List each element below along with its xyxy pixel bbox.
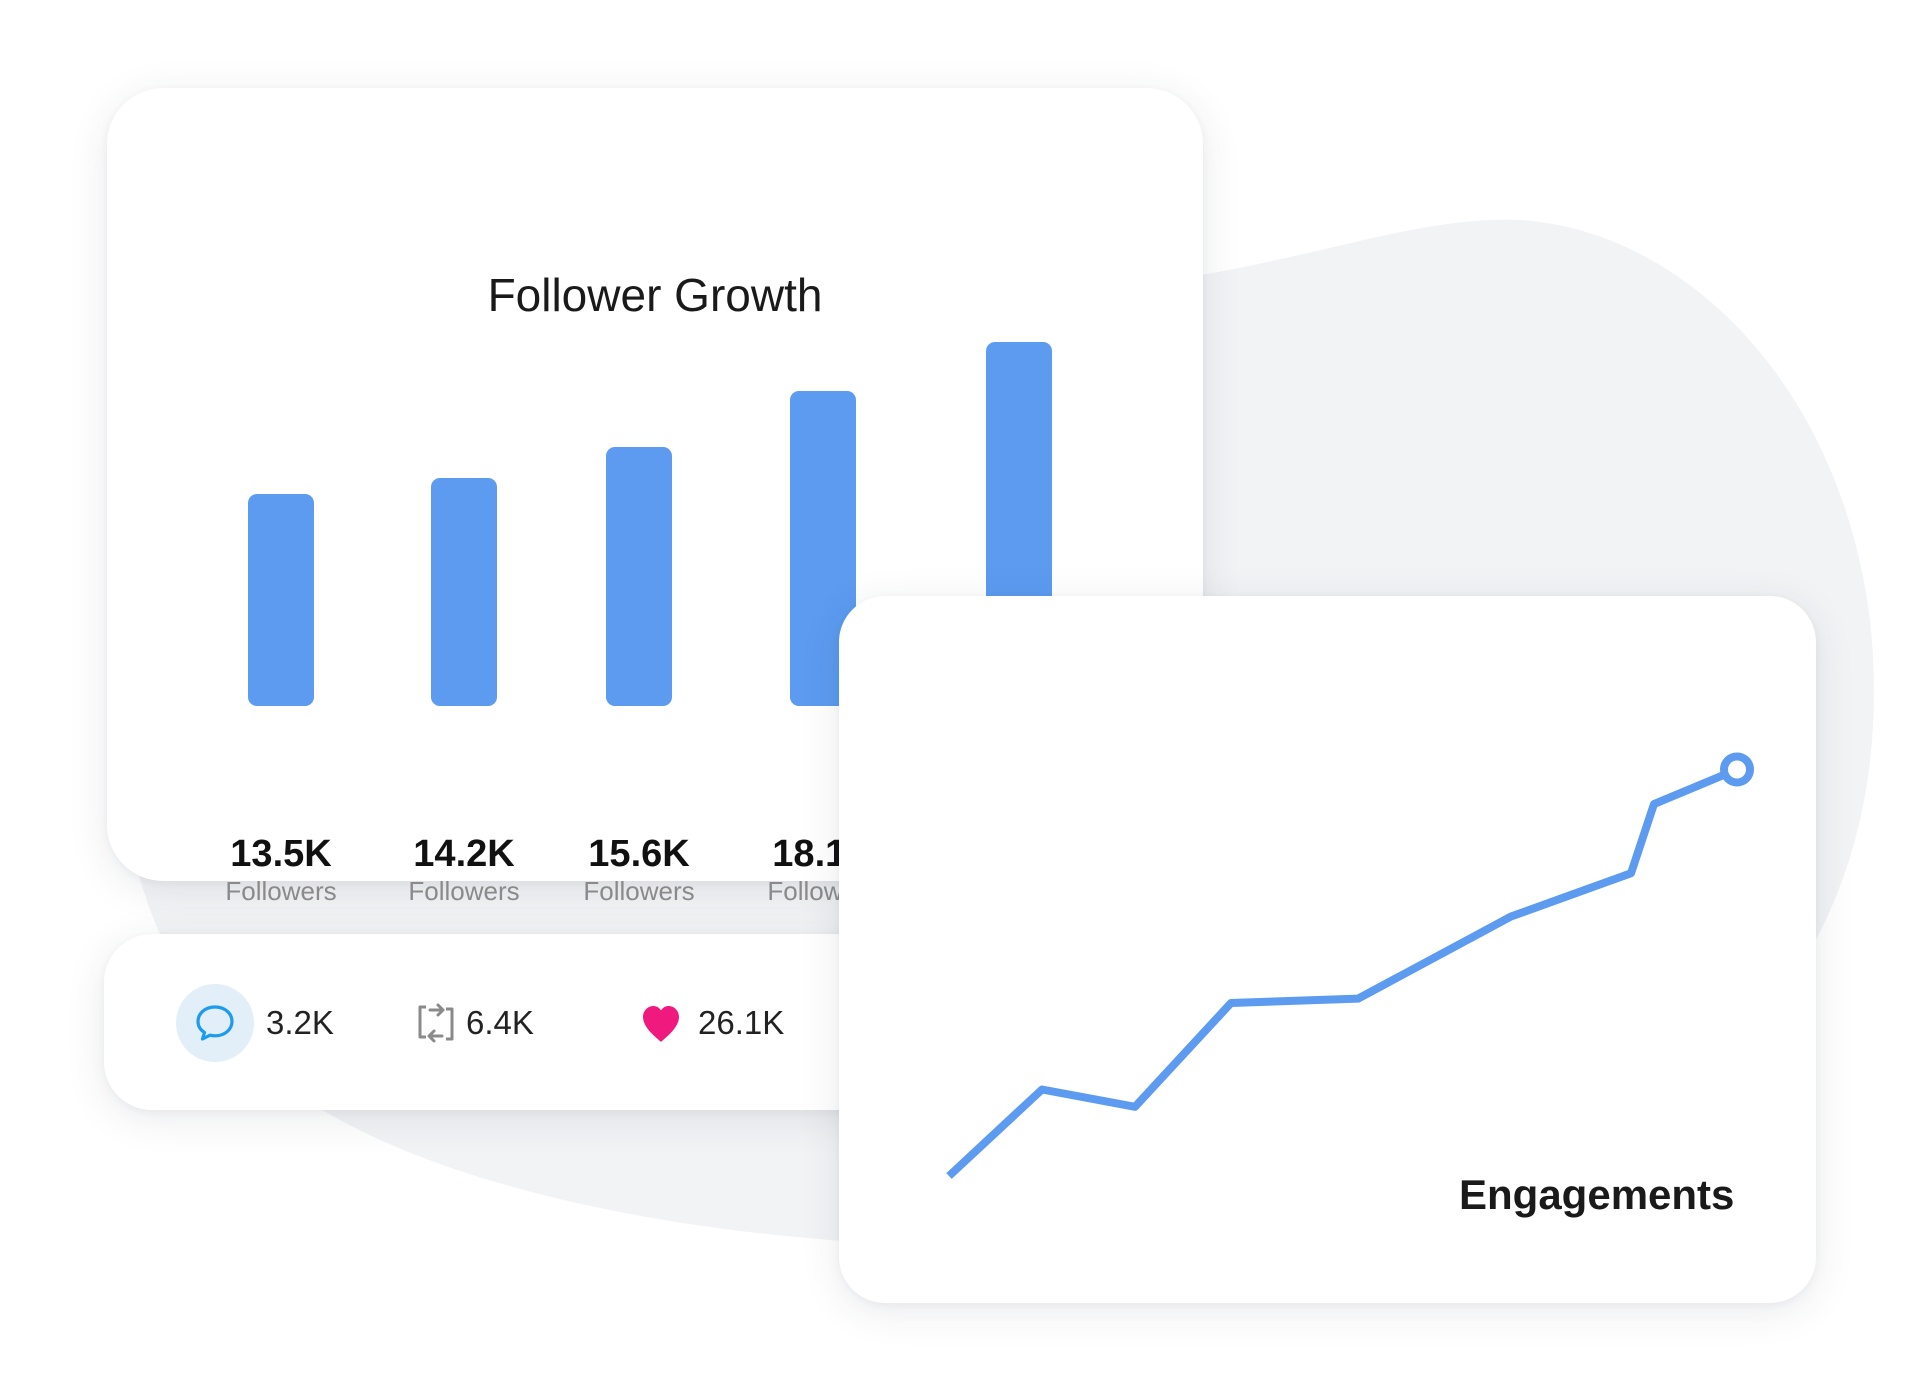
bar-unit-label: Followers — [225, 876, 337, 906]
retweet-icon — [418, 1003, 454, 1043]
engagements-end-marker — [1720, 752, 1754, 787]
bar-value-label: 14.2K — [413, 833, 515, 875]
retweet-count: 6.4K — [466, 1004, 534, 1041]
retweet-button[interactable] — [416, 1002, 456, 1044]
like-button[interactable] — [640, 1004, 682, 1044]
reply-icon — [196, 1005, 234, 1041]
engagements-title: Engagements — [1459, 1171, 1735, 1218]
reply-count: 3.2K — [266, 1004, 334, 1041]
heart-icon — [643, 1006, 679, 1042]
like-count: 26.1K — [698, 1004, 785, 1041]
engagements-card: Engagements — [839, 596, 1816, 1303]
bar-unit-label: Followers — [583, 876, 695, 906]
bar — [431, 478, 497, 706]
bar-unit-label: Followers — [408, 876, 520, 906]
bar — [606, 446, 672, 706]
reply-button[interactable] — [176, 984, 254, 1062]
engagements-series-line — [946, 765, 1739, 1179]
bar-value-label: 13.5K — [230, 833, 332, 875]
engagements-line-plot — [946, 752, 1754, 1179]
bar-value-label: 15.6K — [588, 833, 690, 875]
chart-title: Follower Growth — [487, 269, 823, 321]
bar — [248, 493, 314, 706]
